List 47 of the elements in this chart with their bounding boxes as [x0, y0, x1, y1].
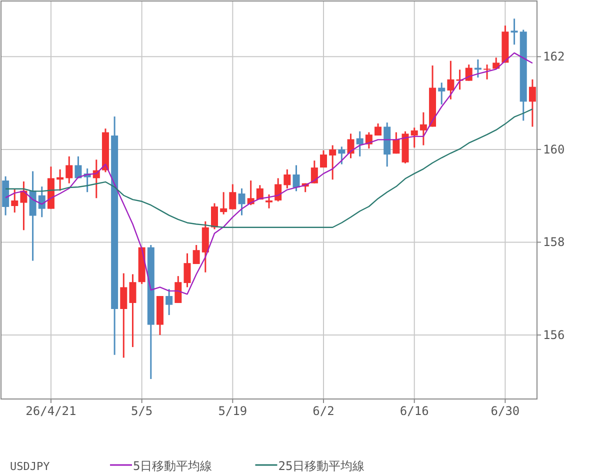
candlestick: [129, 273, 136, 348]
candlestick: [192, 244, 200, 265]
candlestick: [338, 146, 346, 166]
candlestick: [510, 18, 518, 46]
candlestick: [210, 202, 218, 230]
candlestick: [120, 272, 128, 358]
candlestick: [284, 168, 291, 190]
candlestick: [365, 132, 372, 150]
x-tick-label: 6/30: [490, 404, 520, 418]
y-tick-label: 158: [543, 235, 565, 250]
candlestick: [292, 164, 300, 192]
x-tick-label: 6/2: [312, 404, 334, 418]
candlestick: [447, 60, 454, 100]
y-tick-label: 160: [543, 142, 565, 156]
candlestick: [347, 132, 354, 159]
candlestick: [66, 156, 73, 184]
text: USDJPY: [10, 460, 50, 473]
candlestick: [438, 82, 446, 106]
x-tick-label: 5/19: [218, 404, 248, 418]
legend-label: 5日移動平均線: [133, 459, 212, 473]
candlestick: [420, 112, 427, 146]
candlestick: [356, 130, 364, 158]
candlestick: [229, 183, 236, 210]
candlestick: [528, 78, 536, 128]
candlestick: [374, 122, 382, 136]
candlestick: [310, 160, 318, 184]
candlestick: [20, 180, 28, 231]
candlestick: [320, 150, 328, 168]
candlestick: [166, 288, 173, 316]
candlestick: [174, 275, 182, 304]
candlestick: [484, 64, 491, 80]
y-tick-label: 156: [543, 328, 565, 342]
candlestick: [465, 64, 472, 82]
x-tick-label: 26/4/21: [26, 404, 76, 418]
candlestick: [410, 126, 418, 148]
candlestick: [11, 188, 18, 214]
candlestick: [238, 188, 246, 216]
candlestick: [220, 191, 228, 216]
x-tick-label: 5/5: [130, 404, 153, 418]
legend-label: 25日移動平均線: [278, 459, 365, 473]
candlestick: [392, 132, 400, 154]
candlestick: [329, 144, 336, 180]
x-tick-label: 6/16: [400, 404, 429, 418]
candlestick: [184, 252, 191, 288]
candlestick: [274, 177, 282, 202]
candlestick: [266, 194, 272, 210]
y-tick-label: 162: [543, 50, 565, 64]
